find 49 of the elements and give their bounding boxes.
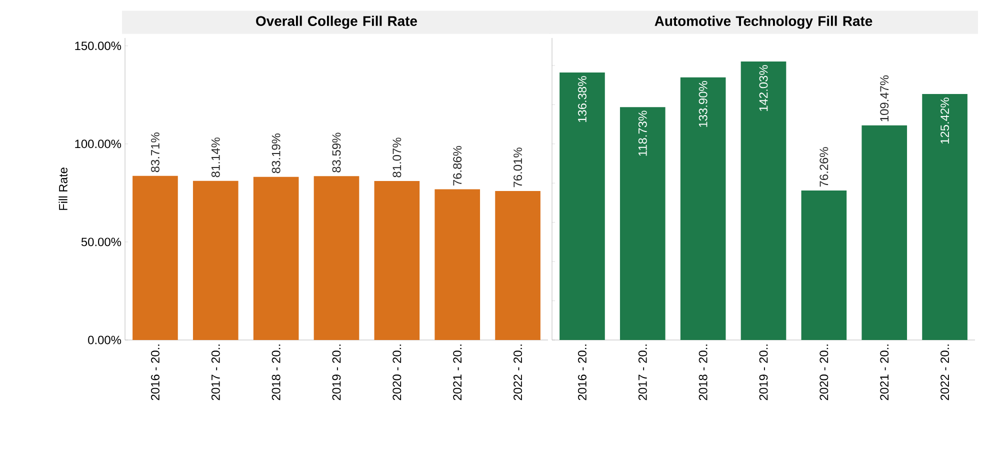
x-tick-label: 2020 - 20.. [820, 344, 828, 400]
x-tick-label: 2020 - 20.. [392, 344, 402, 400]
data-label: 76.26% [820, 147, 828, 187]
data-label: 76.86% [453, 146, 462, 186]
bar [374, 181, 420, 340]
bar [314, 176, 360, 340]
data-label: 109.47% [880, 75, 889, 122]
y-tick-label: 50.00% [81, 238, 122, 246]
y-tick-label: 150.00% [75, 42, 122, 50]
data-label: 83.71% [150, 132, 160, 172]
y-tick-label: 100.00% [75, 140, 122, 148]
bar [434, 189, 480, 340]
x-tick-label: 2021 - 20.. [880, 344, 889, 400]
chart-title: Automotive Technology Fill Rate [654, 16, 872, 29]
x-tick-label: 2021 - 20.. [453, 344, 462, 400]
bar [740, 61, 786, 340]
x-tick-label: 2018 - 20.. [272, 344, 280, 400]
data-label: 81.14% [211, 138, 220, 178]
bar [862, 125, 908, 340]
data-label: 133.90% [698, 81, 708, 127]
data-label: 142.03% [759, 65, 768, 111]
data-label: 81.07% [392, 138, 402, 178]
x-tick-label: 2022 - 20.. [940, 344, 950, 400]
x-tick-label: 2018 - 20.. [698, 344, 708, 400]
data-label: 118.73% [638, 110, 647, 156]
chart-title: Overall College Fill Rate [256, 16, 418, 29]
bar [495, 190, 540, 340]
bar [680, 77, 726, 340]
bar [620, 107, 666, 340]
x-tick-label: 2022 - 20.. [514, 344, 522, 400]
data-label: 76.01% [514, 148, 522, 188]
x-tick-label: 2016 - 20.. [150, 344, 160, 400]
data-label: 83.59% [332, 132, 341, 172]
x-tick-label: 2017 - 20.. [638, 344, 647, 400]
bar [192, 180, 238, 340]
x-tick-label: 2016 - 20.. [578, 344, 586, 400]
y-tick-label: 0.00% [88, 336, 122, 344]
x-tick-label: 2019 - 20.. [332, 344, 341, 400]
x-tick-label: 2019 - 20.. [759, 344, 768, 400]
data-label: 136.38% [578, 76, 586, 122]
x-tick-label: 2017 - 20.. [211, 344, 220, 400]
data-label: 125.42% [940, 98, 950, 144]
bar [922, 94, 968, 340]
bar [253, 176, 299, 340]
bar [560, 72, 605, 340]
y-axis-title: Fill Rate [58, 168, 68, 210]
data-label: 83.19% [272, 134, 280, 174]
bar [132, 176, 178, 340]
bar [801, 190, 847, 340]
